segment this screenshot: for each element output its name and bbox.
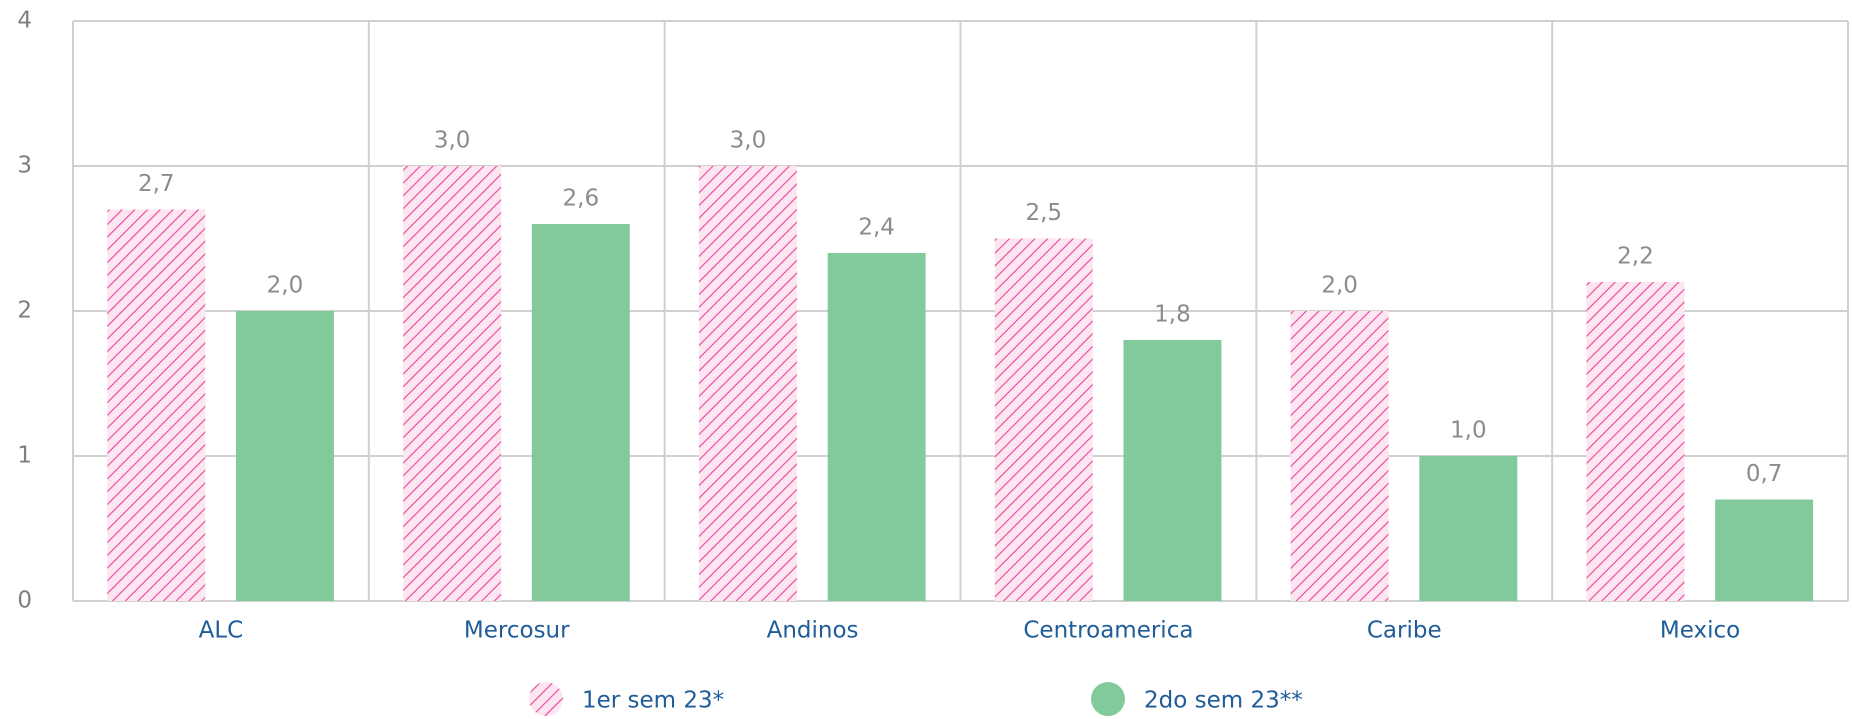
x-tick-label: Caribe bbox=[1367, 618, 1442, 644]
value-label: 3,0 bbox=[434, 128, 471, 154]
y-tick-label: 4 bbox=[17, 8, 32, 34]
y-tick-label: 2 bbox=[17, 298, 32, 324]
x-tick-label: Mexico bbox=[1660, 618, 1740, 644]
legend-label: 1er sem 23* bbox=[582, 688, 724, 714]
value-label: 0,7 bbox=[1746, 461, 1783, 487]
bar bbox=[1586, 282, 1685, 601]
value-label: 3,0 bbox=[730, 128, 767, 154]
value-label: 1,0 bbox=[1450, 418, 1487, 444]
bar bbox=[403, 166, 502, 601]
bar bbox=[827, 253, 926, 601]
bar bbox=[236, 311, 334, 601]
x-tick-label: Andinos bbox=[767, 618, 859, 644]
value-label: 2,0 bbox=[1321, 273, 1358, 299]
legend-label: 2do sem 23** bbox=[1144, 688, 1303, 714]
bar bbox=[1123, 340, 1222, 601]
value-label: 2,2 bbox=[1617, 244, 1654, 270]
bar bbox=[994, 238, 1093, 601]
x-tick-label: Centroamerica bbox=[1023, 618, 1193, 644]
bar bbox=[1419, 456, 1518, 601]
legend-swatch bbox=[529, 682, 563, 716]
value-label: 2,0 bbox=[267, 273, 304, 299]
bar bbox=[107, 209, 206, 601]
value-label: 2,6 bbox=[563, 186, 600, 212]
bar bbox=[531, 224, 630, 601]
y-tick-label: 0 bbox=[17, 588, 32, 614]
x-tick-label: ALC bbox=[199, 618, 244, 644]
value-label: 2,4 bbox=[858, 215, 895, 241]
y-tick-label: 3 bbox=[17, 153, 32, 179]
value-label: 2,7 bbox=[138, 171, 175, 197]
y-tick-label: 1 bbox=[17, 443, 32, 469]
bar bbox=[698, 166, 797, 601]
bar bbox=[1715, 499, 1814, 601]
value-label: 2,5 bbox=[1025, 200, 1062, 226]
legend-swatch bbox=[1091, 682, 1125, 716]
x-tick-label: Mercosur bbox=[464, 618, 570, 644]
value-label: 1,8 bbox=[1154, 302, 1191, 328]
bar bbox=[1290, 311, 1389, 601]
